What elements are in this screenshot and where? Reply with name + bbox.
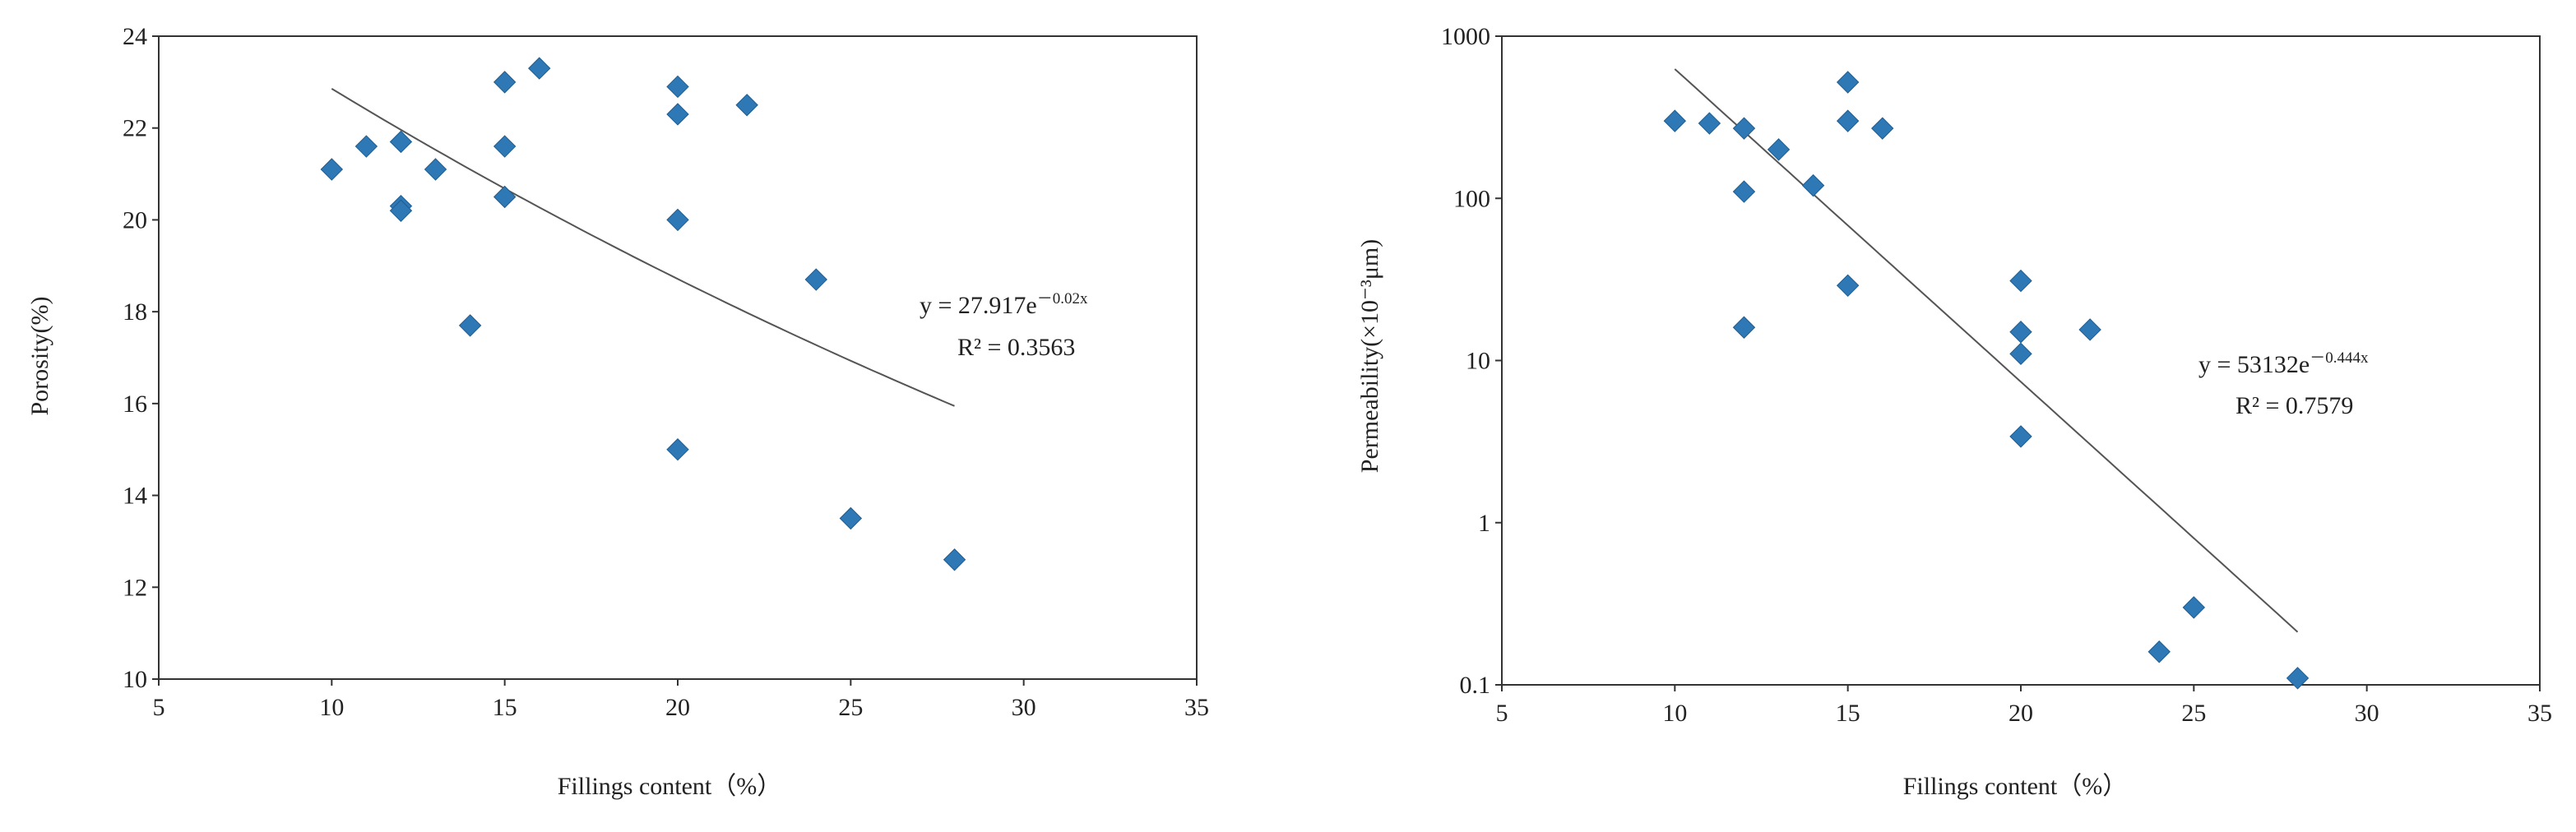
porosity-x-tick-label: 25 (838, 694, 863, 721)
porosity-data-point (666, 103, 689, 126)
porosity-data-point (666, 208, 689, 232)
porosity-y-tick-label: 12 (123, 574, 147, 601)
permeability-data-point (1871, 117, 1894, 140)
porosity-data-point (528, 57, 551, 80)
permeability-equation: y = 53132e－0.444x (2198, 349, 2369, 378)
permeability-data-point (2147, 640, 2171, 663)
porosity-data-point (804, 268, 827, 291)
permeability-data-point (2009, 425, 2032, 448)
permeability-x-tick-label: 25 (2181, 700, 2206, 727)
permeability-y-tick-label: 1 (1478, 510, 1490, 537)
porosity-data-point (424, 158, 447, 181)
permeability-data-point (2009, 269, 2032, 293)
porosity-equation: y = 27.917e－0.02x (920, 290, 1088, 319)
porosity-y-tick-label: 10 (123, 666, 147, 693)
permeability-x-tick-label: 30 (2355, 700, 2379, 727)
permeability-data-point (1663, 109, 1687, 132)
permeability-data-point (2009, 321, 2032, 344)
porosity-x-tick-label: 35 (1184, 694, 1209, 721)
porosity-data-point (735, 94, 758, 117)
porosity-data-point (389, 199, 413, 222)
permeability-x-tick-label: 15 (1836, 700, 1860, 727)
permeability-data-point (1698, 112, 1721, 135)
porosity-y-tick-label: 24 (123, 23, 147, 50)
porosity-data-point (458, 314, 482, 337)
porosity-trendline (331, 88, 955, 407)
permeability-x-tick-label: 35 (2527, 700, 2552, 727)
permeability-equation-base: y = 53132e (2198, 351, 2310, 378)
porosity-data-point (320, 158, 344, 181)
permeability-data-point (1732, 117, 1756, 140)
permeability-data-point (1732, 180, 1756, 203)
porosity-equation-base: y = 27.917e (920, 292, 1037, 319)
porosity-y-tick-label: 20 (123, 206, 147, 233)
permeability-data-point (2078, 318, 2101, 341)
permeability-data-point (2182, 596, 2206, 619)
permeability-equation-exponent: －0.444x (2310, 349, 2369, 367)
porosity-x-tick-label: 30 (1012, 694, 1036, 721)
permeability-data-point (1732, 316, 1756, 339)
permeability-x-axis-title: Fillings content（%） (1903, 773, 2128, 800)
porosity-data-point (666, 438, 689, 461)
porosity-y-tick-label: 16 (123, 391, 147, 418)
porosity-data-point (493, 135, 517, 158)
porosity-y-tick-label: 22 (123, 115, 147, 142)
permeability-y-axis-title: Permeability(×10⁻³μm) (1356, 239, 1383, 473)
porosity-x-tick-label: 5 (153, 694, 165, 721)
porosity-x-tick-label: 20 (665, 694, 690, 721)
porosity-x-tick-label: 10 (319, 694, 344, 721)
porosity-x-axis-title: Fillings content（%） (558, 773, 782, 800)
permeability-data-point (1801, 173, 1825, 197)
porosity-data-point (943, 548, 966, 571)
porosity-data-point (389, 130, 413, 154)
permeability-x-tick-label: 10 (1662, 700, 1687, 727)
permeability-y-tick-label: 10 (1466, 348, 1490, 375)
permeability-data-point (1836, 274, 1860, 297)
porosity-data-point (666, 75, 689, 99)
permeability-data-point (1836, 109, 1860, 132)
porosity-y-tick-label: 14 (123, 483, 147, 510)
porosity-data-point (493, 185, 517, 209)
porosity-data-point (493, 71, 517, 94)
permeability-data-point (2286, 667, 2310, 690)
permeability-data-point (2009, 342, 2032, 366)
permeability-r2: R² = 0.7579 (2235, 392, 2353, 419)
permeability-trendline (1674, 68, 2299, 633)
permeability-chart: y = 53132e－0.444x R² = 0.7579 Fillings c… (1356, 23, 2552, 800)
porosity-r2: R² = 0.3563 (957, 334, 1075, 361)
porosity-y-axis-title: Porosity(%) (26, 297, 53, 416)
permeability-x-tick-label: 20 (2008, 700, 2033, 727)
porosity-x-tick-label: 15 (493, 694, 517, 721)
porosity-data-point (354, 135, 378, 158)
permeability-x-tick-label: 5 (1496, 700, 1508, 727)
porosity-chart: y = 27.917e－0.02x R² = 0.3563 Fillings c… (26, 23, 1209, 800)
porosity-data-point (839, 506, 863, 530)
permeability-y-tick-label: 1000 (1441, 23, 1490, 50)
permeability-data-point (1767, 138, 1791, 161)
permeability-data-point (1836, 71, 1860, 94)
porosity-y-tick-label: 18 (123, 298, 147, 326)
porosity-equation-exponent: －0.02x (1037, 290, 1088, 307)
permeability-y-tick-label: 100 (1453, 185, 1490, 212)
permeability-y-tick-label: 0.1 (1460, 672, 1491, 699)
